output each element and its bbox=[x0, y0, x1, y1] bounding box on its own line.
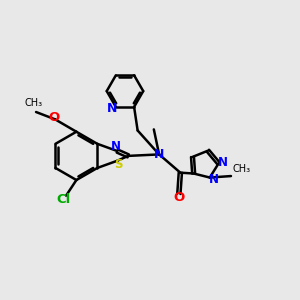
Text: O: O bbox=[48, 111, 60, 124]
Text: N: N bbox=[107, 102, 118, 115]
Text: N: N bbox=[218, 156, 227, 169]
Text: CH₃: CH₃ bbox=[232, 164, 250, 174]
Text: N: N bbox=[111, 140, 121, 153]
Text: Cl: Cl bbox=[56, 193, 70, 206]
Text: S: S bbox=[114, 158, 123, 171]
Text: CH₃: CH₃ bbox=[24, 98, 42, 109]
Text: O: O bbox=[173, 191, 184, 205]
Text: N: N bbox=[154, 148, 164, 160]
Text: N: N bbox=[208, 173, 219, 186]
